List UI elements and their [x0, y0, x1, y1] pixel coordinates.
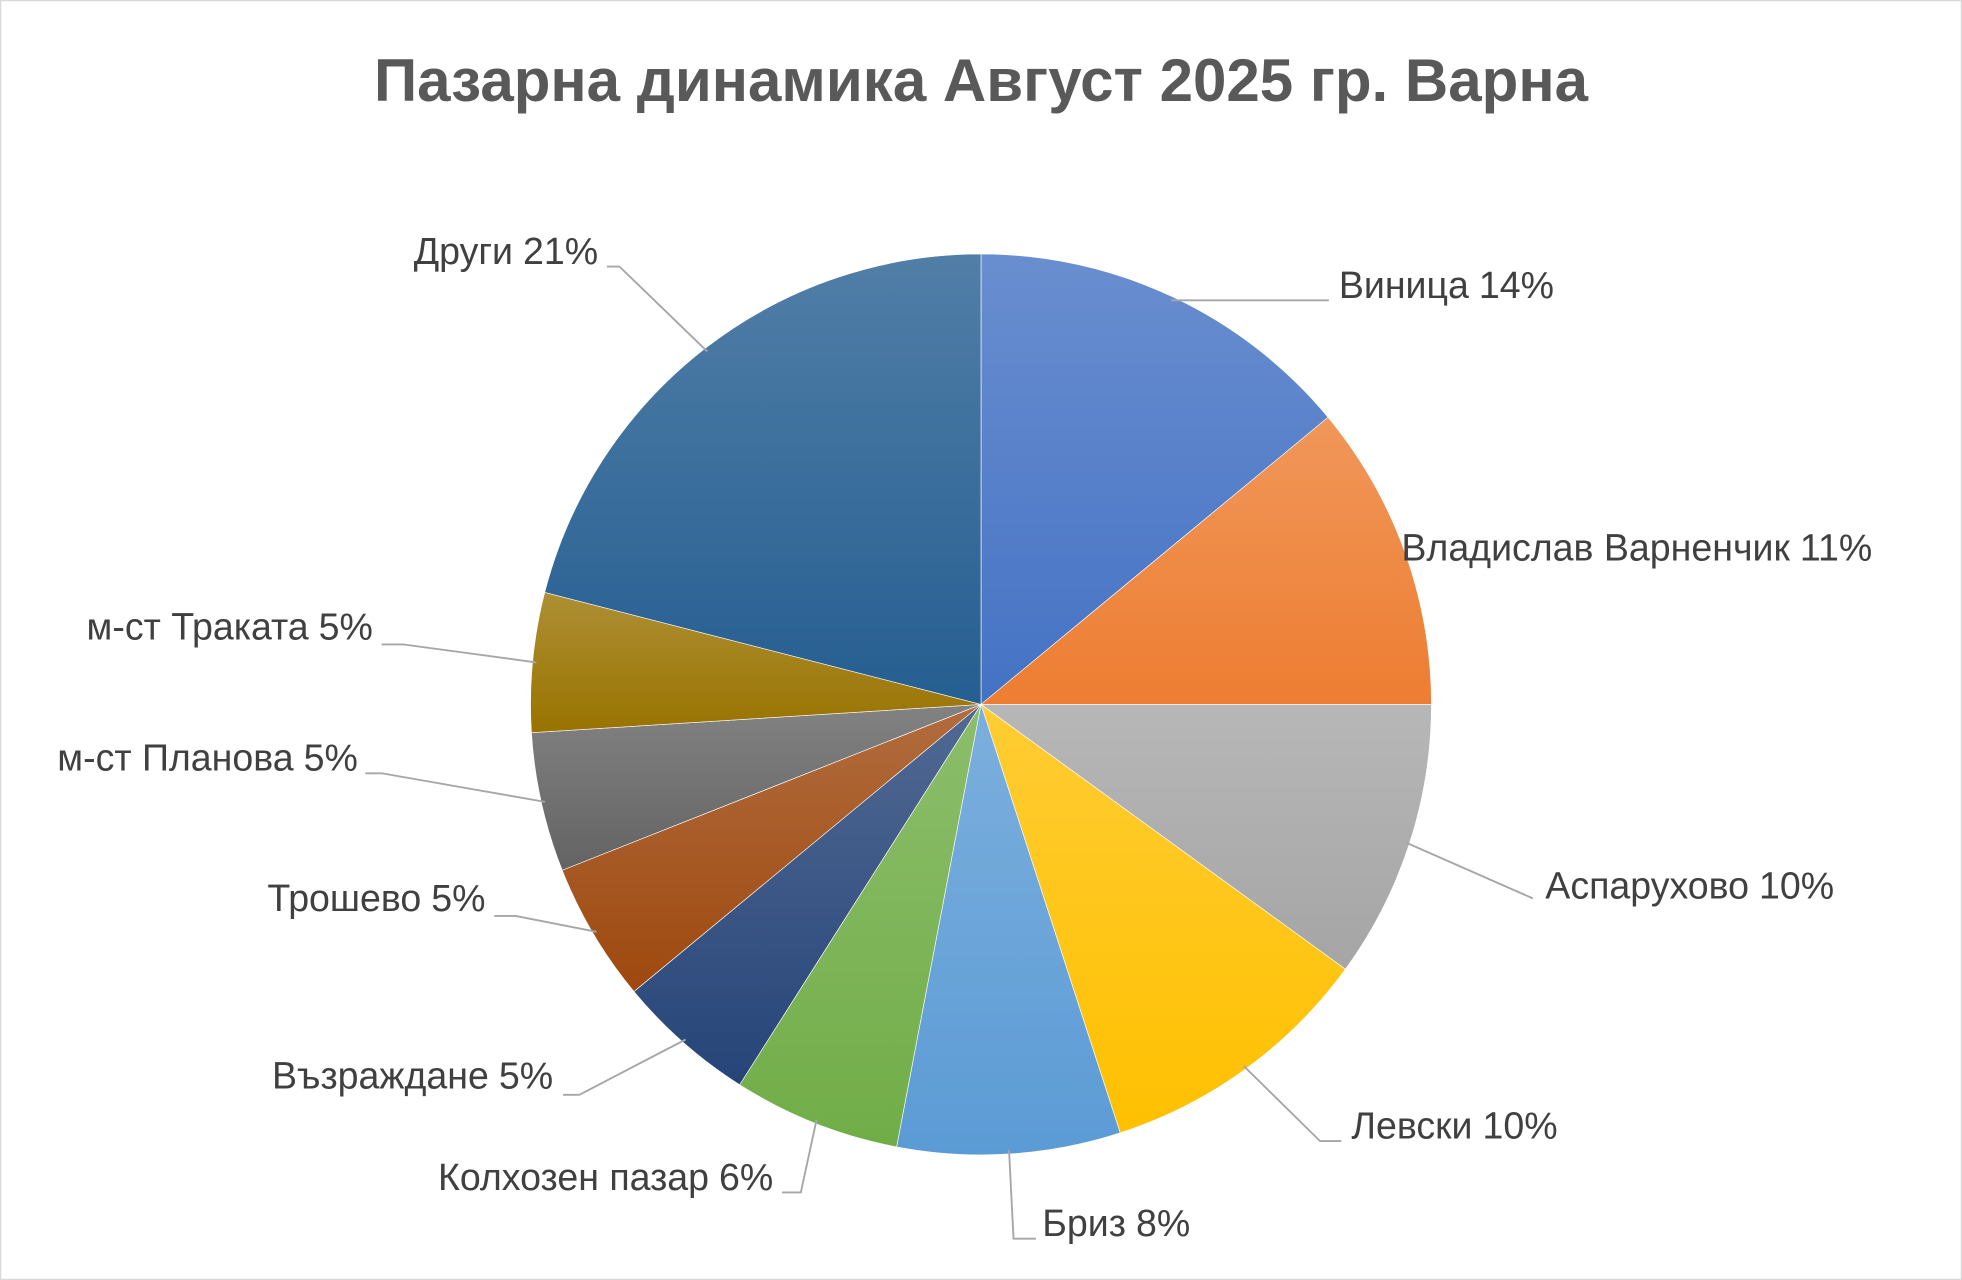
- category-label: Левски: [1351, 1105, 1472, 1147]
- leader-line: [1242, 1065, 1342, 1143]
- value-label: 10%: [1482, 1105, 1557, 1147]
- pie-slice: [561, 704, 982, 993]
- value-label: 5%: [304, 737, 358, 779]
- leader-line: [606, 265, 708, 353]
- data-label: м-ст Планова 5%: [57, 737, 358, 779]
- leader-line: [381, 643, 537, 664]
- pie-slice: [633, 704, 982, 1086]
- value-label: 21%: [523, 230, 598, 272]
- data-label: Колхозен пазар 6%: [438, 1156, 773, 1198]
- category-label: Колхозен пазар: [438, 1156, 709, 1198]
- value-label: 5%: [499, 1054, 553, 1096]
- data-label: м-ст Траката 5%: [87, 605, 373, 647]
- value-label: 8%: [1136, 1202, 1190, 1244]
- value-label: 5%: [431, 877, 485, 919]
- leader-line: [782, 1119, 818, 1194]
- leader-line: [1405, 841, 1534, 900]
- category-label: Трошево: [267, 877, 421, 919]
- category-label: м-ст Планова: [57, 737, 293, 779]
- value-label: 6%: [719, 1156, 773, 1198]
- value-label: 10%: [1759, 864, 1834, 906]
- category-label: Други: [414, 230, 513, 272]
- data-label: Аспарухово 10%: [1545, 864, 1834, 906]
- category-label: Владислав Варненчик: [1401, 526, 1790, 568]
- data-label: Трошево 5%: [267, 877, 485, 919]
- data-label: Други 21%: [414, 230, 598, 272]
- value-label: 11%: [1800, 526, 1872, 568]
- pie-slice: [980, 416, 1432, 705]
- category-label: Виница: [1339, 264, 1469, 306]
- data-label: Левски 10%: [1351, 1105, 1557, 1147]
- chart-title: Пазарна динамика Август 2025 гр. Варна: [374, 47, 1589, 114]
- category-label: Аспарухово: [1545, 864, 1749, 906]
- data-label: Виница 14%: [1339, 264, 1554, 306]
- category-label: Възраждане: [272, 1054, 489, 1096]
- leader-line: [494, 914, 597, 933]
- leader-line: [1008, 1150, 1037, 1240]
- category-label: Бриз: [1042, 1202, 1126, 1244]
- leader-line: [365, 772, 546, 803]
- value-label: 14%: [1479, 264, 1554, 306]
- data-label: Владислав Варненчик 11%: [1401, 526, 1872, 568]
- data-label: Възраждане 5%: [272, 1054, 553, 1096]
- pie-slice: [980, 253, 1329, 706]
- data-label: Бриз 8%: [1042, 1202, 1190, 1244]
- value-label: 5%: [319, 605, 373, 647]
- category-label: м-ст Траката: [87, 605, 309, 647]
- pie-slice: [531, 704, 982, 871]
- leader-line: [563, 1038, 687, 1096]
